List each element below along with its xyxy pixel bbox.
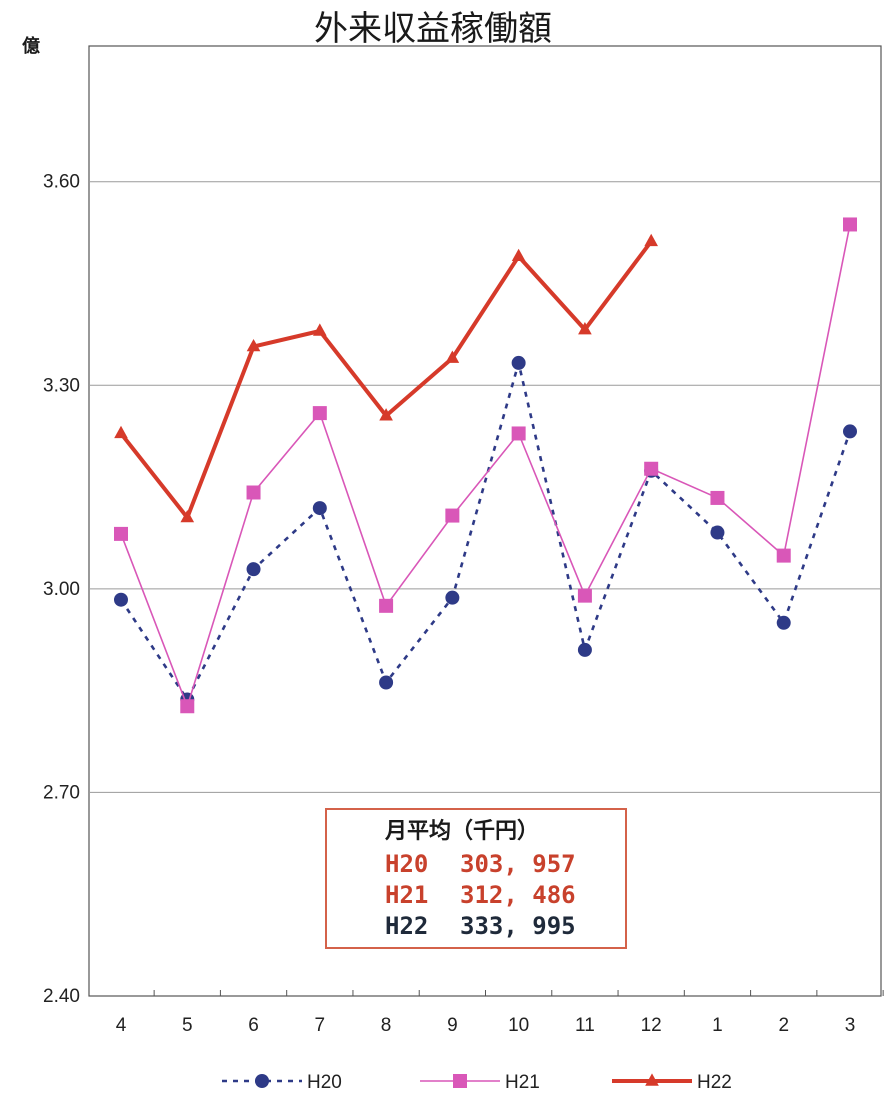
average-box-frame xyxy=(325,808,627,949)
average-row-label: H20 xyxy=(385,850,428,878)
data-point xyxy=(445,350,460,363)
data-point xyxy=(776,548,791,563)
data-point xyxy=(577,588,592,603)
data-point xyxy=(445,508,460,523)
legend-label: H22 xyxy=(697,1072,732,1093)
y-tick-label: 2.70 xyxy=(43,782,80,803)
data-point xyxy=(379,675,394,690)
average-row-value: 333, 995 xyxy=(460,912,576,940)
data-point xyxy=(379,408,393,421)
x-tick-label: 11 xyxy=(575,1015,595,1036)
series-layer xyxy=(114,217,857,714)
data-point xyxy=(246,562,261,577)
y-tick-label: 2.40 xyxy=(43,986,80,1007)
data-point xyxy=(644,233,659,247)
x-tick-label: 7 xyxy=(315,1015,326,1036)
data-point xyxy=(644,461,659,476)
data-point xyxy=(246,485,261,500)
average-row-value: 312, 486 xyxy=(460,881,576,909)
x-tick-label: 3 xyxy=(845,1015,856,1036)
data-point xyxy=(312,406,327,421)
data-point xyxy=(246,338,261,352)
series-H22 xyxy=(114,233,659,523)
legend-label: H20 xyxy=(307,1072,342,1093)
data-point xyxy=(843,424,857,439)
legend-item-H22: H22 xyxy=(612,1072,732,1093)
x-tick-label: 6 xyxy=(248,1015,259,1036)
x-tick-label: 4 xyxy=(116,1015,127,1036)
average-rows: H20 303, 957 H21 312, 486 H22 333, 995 xyxy=(385,850,576,940)
data-point xyxy=(312,323,327,336)
legend-label: H21 xyxy=(505,1072,540,1093)
data-point xyxy=(843,217,857,232)
x-tick-label: 8 xyxy=(381,1015,392,1036)
x-tick-label: 2 xyxy=(778,1015,789,1036)
data-point xyxy=(577,642,592,657)
data-point xyxy=(710,490,725,505)
average-row-value: 303, 957 xyxy=(460,850,576,878)
data-point xyxy=(114,425,128,439)
legend-item-H20: H20 xyxy=(222,1072,342,1093)
y-tick-label: 3.00 xyxy=(43,579,80,600)
data-point xyxy=(255,1074,269,1088)
y-tick-label: 3.60 xyxy=(43,172,80,193)
data-point xyxy=(578,321,592,335)
data-point xyxy=(776,615,791,630)
data-point xyxy=(710,525,725,540)
average-row: H20 303, 957 xyxy=(385,850,576,878)
chart-title: 外来収益稼働額 xyxy=(314,9,552,49)
x-axis-ticks: 4 5 6 7 8 9 10 11 12 1 2 3 xyxy=(116,990,884,1036)
x-tick-label: 9 xyxy=(447,1015,458,1036)
grid-lines xyxy=(89,181,881,793)
data-point xyxy=(511,248,526,262)
x-tick-label: 12 xyxy=(641,1015,662,1036)
series-H20 xyxy=(114,355,857,707)
series-line xyxy=(120,224,851,709)
legend-item-H21: H21 xyxy=(420,1072,540,1093)
data-point xyxy=(645,1073,659,1086)
average-row: H22 333, 995 xyxy=(385,912,576,940)
average-row: H21 312, 486 xyxy=(385,881,576,909)
x-tick-label: 1 xyxy=(712,1015,723,1036)
data-point xyxy=(511,355,526,370)
average-row-label: H21 xyxy=(385,881,428,909)
data-point xyxy=(312,501,327,516)
data-point xyxy=(114,592,128,607)
x-tick-label: 5 xyxy=(182,1015,193,1036)
average-row-label: H22 xyxy=(385,912,428,940)
data-point xyxy=(453,1074,467,1088)
series-line xyxy=(119,362,852,703)
data-point xyxy=(180,699,195,714)
y-axis-unit: 億 xyxy=(22,35,40,57)
monthly-average-box: 月平均（千円） H20 303, 957 H21 312, 486 H22 333, 99… xyxy=(325,808,627,949)
x-tick-label: 10 xyxy=(508,1015,529,1036)
average-box-title: 月平均（千円） xyxy=(384,818,539,844)
data-point xyxy=(379,598,394,613)
data-point xyxy=(180,509,195,523)
y-axis-ticks: 2.40 2.70 3.00 3.30 3.60 xyxy=(43,172,80,1007)
data-point xyxy=(114,526,128,541)
y-tick-label: 3.30 xyxy=(43,375,80,396)
data-point xyxy=(445,590,460,605)
series-H21 xyxy=(114,217,857,714)
series-line xyxy=(119,240,653,520)
data-point xyxy=(511,426,526,441)
legend: H20 H21 H22 xyxy=(222,1072,732,1093)
